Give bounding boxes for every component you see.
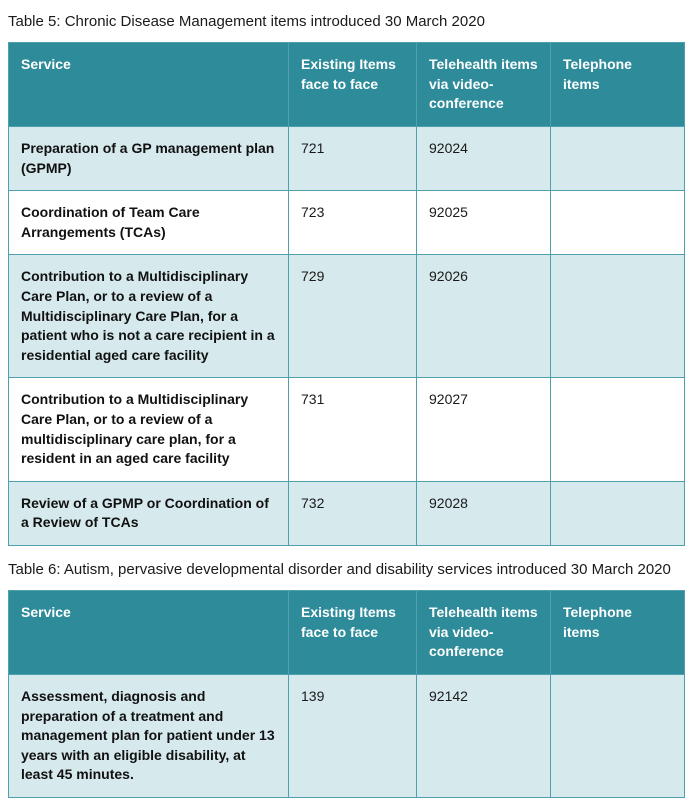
table5-cell-service: Review of a GPMP or Coordination of a Re… [8, 480, 289, 546]
table-row: Contribution to a Multidisciplinary Care… [8, 254, 685, 379]
table5-cell-existing: 729 [288, 254, 417, 379]
table5-cell-telehealth: 92024 [416, 126, 551, 192]
table5-cell-service: Preparation of a GP management plan (GPM… [8, 126, 289, 192]
table-row: Preparation of a GP management plan (GPM… [8, 126, 685, 192]
table5-cell-telephone [550, 377, 685, 482]
table5-header-row: Service Existing Items face to face Tele… [8, 42, 685, 128]
table5-cell-service: Contribution to a Multidisciplinary Care… [8, 254, 289, 379]
column-header-existing: Existing Items face to face [288, 42, 417, 128]
column-header-telephone: Telephone items [550, 590, 685, 675]
table6-cell-service: Assessment, diagnosis and preparation of… [8, 673, 289, 798]
table5-cell-telephone [550, 190, 685, 256]
table5-cell-telehealth: 92026 [416, 254, 551, 379]
table5: Service Existing Items face to face Tele… [8, 42, 685, 546]
table5-cell-telehealth: 92028 [416, 480, 551, 546]
table5-cell-telehealth: 92027 [416, 377, 551, 482]
column-header-existing: Existing Items face to face [288, 590, 417, 675]
table6-cell-telephone [550, 673, 685, 798]
table6-cell-existing: 139 [288, 673, 417, 798]
column-header-service: Service [8, 590, 289, 675]
table5-cell-service: Contribution to a Multidisciplinary Care… [8, 377, 289, 482]
column-header-service: Service [8, 42, 289, 128]
table6-cell-telehealth: 92142 [416, 673, 551, 798]
table6-caption: Table 6: Autism, pervasive developmental… [8, 560, 671, 578]
table5-cell-existing: 732 [288, 480, 417, 546]
table5-cell-telephone [550, 254, 685, 379]
table5-cell-existing: 731 [288, 377, 417, 482]
table5-cell-existing: 723 [288, 190, 417, 256]
table6: Service Existing Items face to face Tele… [8, 590, 685, 798]
table6-header-row: Service Existing Items face to face Tele… [8, 590, 685, 675]
table-row: Assessment, diagnosis and preparation of… [8, 673, 685, 798]
table5-cell-telephone [550, 480, 685, 546]
table-row: Coordination of Team Care Arrangements (… [8, 190, 685, 256]
table5-cell-telehealth: 92025 [416, 190, 551, 256]
table-row: Contribution to a Multidisciplinary Care… [8, 377, 685, 482]
column-header-telehealth: Telehealth items via video-conference [416, 590, 551, 675]
table5-cell-existing: 721 [288, 126, 417, 192]
column-header-telephone: Telephone items [550, 42, 685, 128]
table5-cell-service: Coordination of Team Care Arrangements (… [8, 190, 289, 256]
table5-cell-telephone [550, 126, 685, 192]
table-row: Review of a GPMP or Coordination of a Re… [8, 480, 685, 546]
column-header-telehealth: Telehealth items via video-conference [416, 42, 551, 128]
table5-caption: Table 5: Chronic Disease Management item… [8, 13, 485, 30]
